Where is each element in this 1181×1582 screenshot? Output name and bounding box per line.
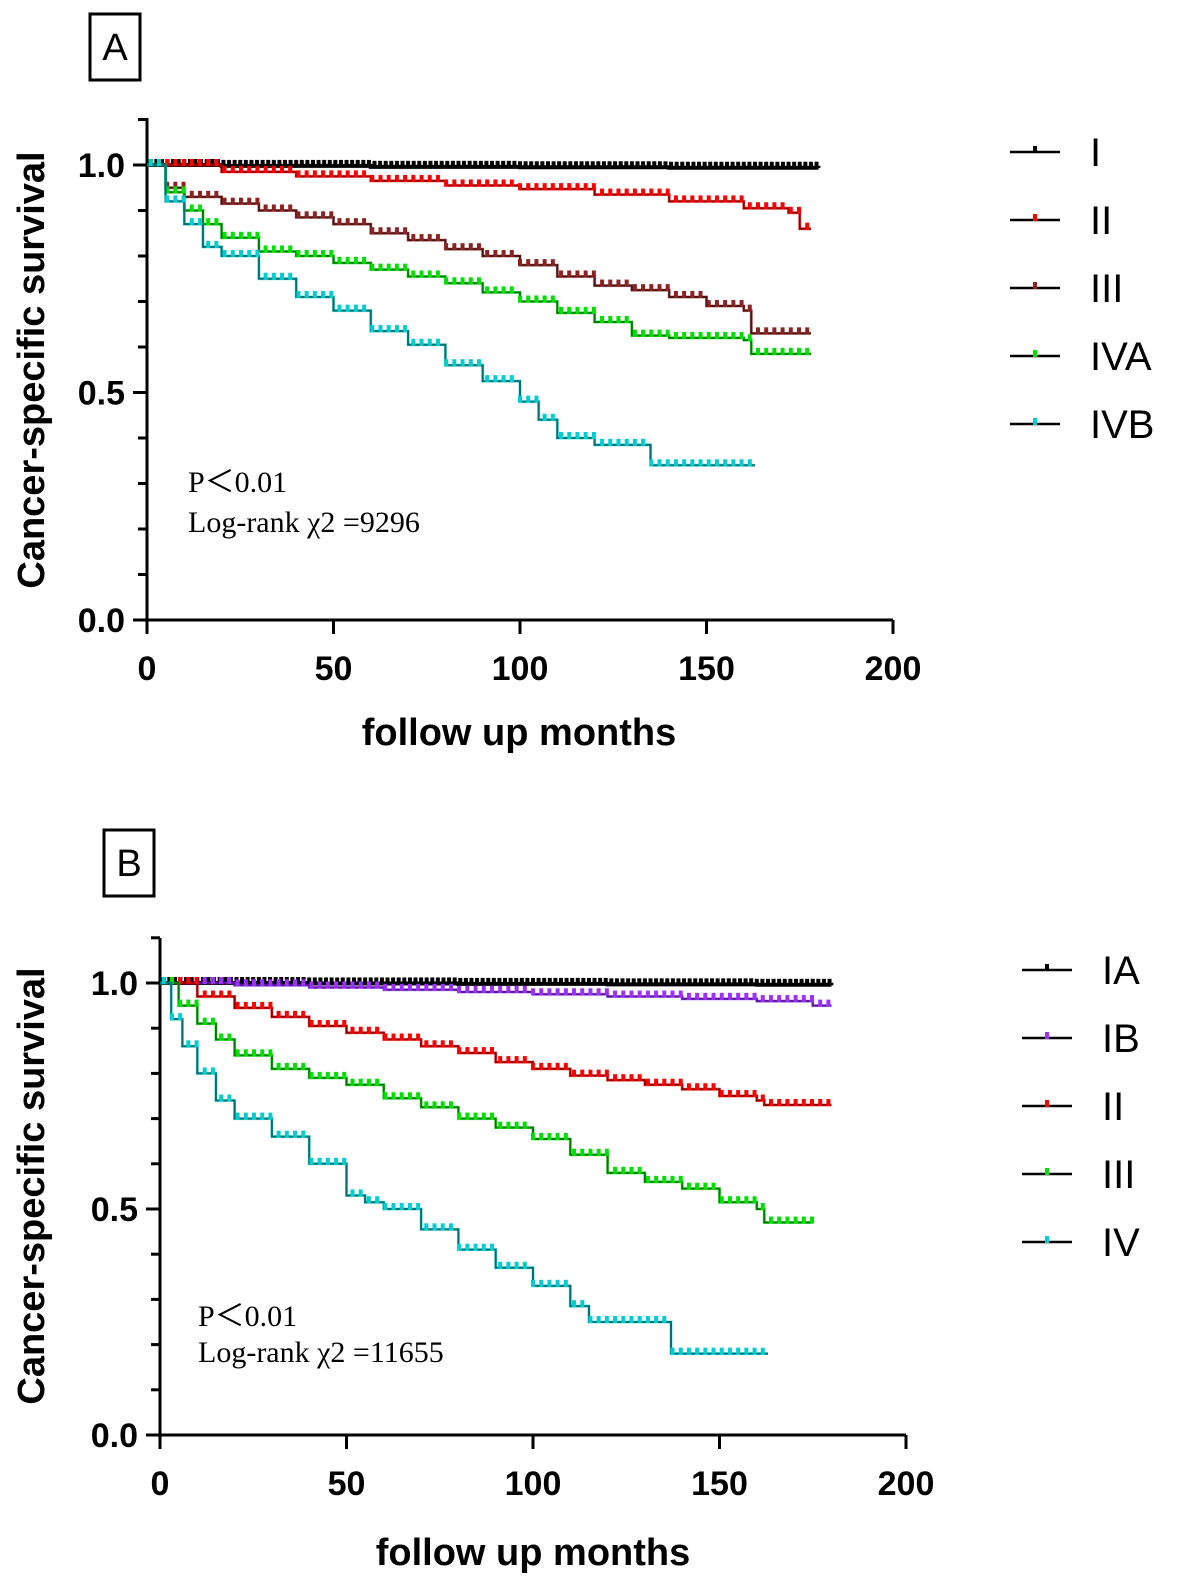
axes: 0.0 0.5 1.0 0 50 100 150 200 bbox=[91, 936, 935, 1503]
km-curve-overlay-ii bbox=[160, 981, 832, 1107]
panel-label-box bbox=[102, 828, 156, 898]
km-curve-overlay-ib bbox=[160, 981, 832, 1008]
km-curve-ii bbox=[147, 164, 811, 230]
y-axis-title: Cancer-specific survival bbox=[11, 151, 53, 588]
km-curve-overlay-ii bbox=[147, 163, 811, 231]
km-curve-overlay-iii bbox=[160, 981, 813, 1225]
km-curve-iv bbox=[160, 982, 768, 1355]
p-value-annotation: P＜0.01 bbox=[198, 1300, 297, 1333]
x-tick-label: 0 bbox=[138, 650, 157, 688]
legend-label-iva: IVA bbox=[1090, 335, 1152, 379]
censor-marks-iii bbox=[161, 977, 815, 1224]
km-curve-iva bbox=[147, 164, 811, 355]
log-rank-annotation: Log-rank χ2 =9296 bbox=[188, 506, 420, 539]
survival-curves bbox=[147, 159, 821, 467]
x-axis-title: follow up months bbox=[362, 712, 677, 754]
panel-b: B Cancer-specific survival follow up mon… bbox=[11, 828, 1140, 1574]
panel-label: B bbox=[116, 843, 141, 885]
x-tick-label: 50 bbox=[328, 1465, 366, 1503]
panel-a: A Cancer-specific survival follow up mon… bbox=[11, 12, 1154, 754]
x-tick-label: 200 bbox=[865, 650, 922, 688]
km-curve-ivb bbox=[147, 164, 755, 467]
y-tick-label: 0.5 bbox=[91, 1191, 138, 1229]
legend-label-ia: IA bbox=[1102, 949, 1140, 993]
legend-label-iv: IV bbox=[1102, 1221, 1140, 1265]
log-rank-annotation: Log-rank χ2 =11655 bbox=[198, 1336, 444, 1369]
y-tick-label: 0.5 bbox=[78, 375, 125, 413]
x-tick-label: 100 bbox=[505, 1465, 562, 1503]
x-axis-title: follow up months bbox=[376, 1532, 691, 1574]
x-tick-label: 50 bbox=[315, 650, 353, 688]
legend-label-ivb: IVB bbox=[1090, 403, 1154, 447]
km-curve-ii bbox=[160, 982, 832, 1107]
x-tick-label: 0 bbox=[151, 1465, 170, 1503]
y-axis-title: Cancer-specific survival bbox=[11, 967, 53, 1404]
x-tick-label: 150 bbox=[678, 650, 735, 688]
axes: 0.0 0.5 1.0 0 50 100 150 200 bbox=[78, 118, 922, 688]
censor-marks-iv bbox=[161, 977, 765, 1355]
legend-label-iii: III bbox=[1090, 267, 1123, 311]
y-tick-label: 1.0 bbox=[91, 965, 138, 1003]
y-tick-label: 1.0 bbox=[78, 147, 125, 185]
survival-curves bbox=[160, 977, 834, 1356]
legend-label-i: I bbox=[1090, 131, 1101, 175]
p-value-annotation: P＜0.01 bbox=[188, 466, 287, 499]
x-tick-label: 200 bbox=[878, 1465, 935, 1503]
legend-label-ii: II bbox=[1102, 1085, 1124, 1129]
km-curve-overlay-ivb bbox=[147, 163, 755, 467]
km-curve-overlay-iva bbox=[147, 163, 811, 356]
km-curve-overlay-iii bbox=[147, 163, 811, 335]
y-tick-label: 0.0 bbox=[91, 1417, 138, 1455]
y-tick-label: 0.0 bbox=[78, 602, 125, 640]
legend-label-iii: III bbox=[1102, 1153, 1135, 1197]
panel-label-box bbox=[88, 12, 142, 82]
legend-label-ii: II bbox=[1090, 199, 1112, 243]
legend-label-ib: IB bbox=[1102, 1017, 1140, 1061]
panel-label: A bbox=[102, 27, 128, 69]
x-tick-label: 150 bbox=[691, 1465, 748, 1503]
km-curve-overlay-ia bbox=[160, 981, 834, 987]
x-tick-label: 100 bbox=[492, 650, 549, 688]
km-curve-overlay-iv bbox=[160, 981, 768, 1356]
